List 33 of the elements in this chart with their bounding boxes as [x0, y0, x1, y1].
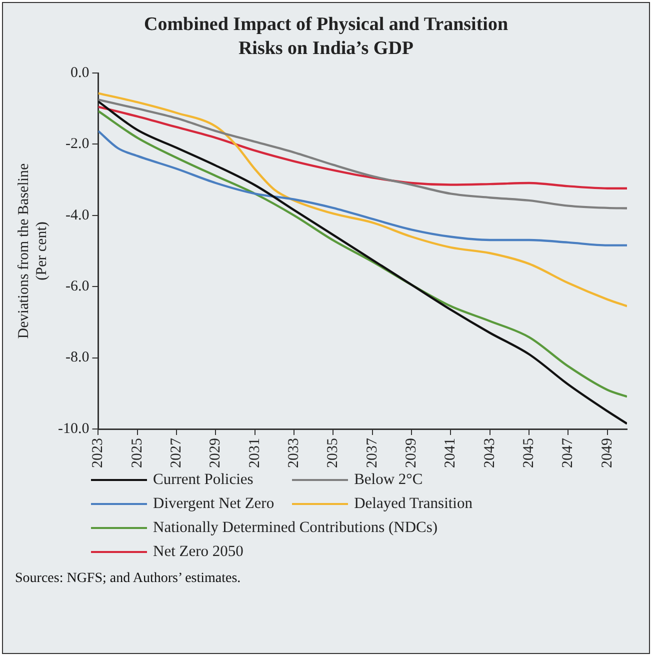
x-tick-label: 2033: [286, 438, 302, 468]
x-tick-label: 2027: [168, 438, 185, 468]
y-tick-label: -10.0: [58, 420, 90, 437]
chart-title: Combined Impact of Physical and Transition Risks on India’s GDP: [142, 13, 510, 61]
y-tick-label: -6.0: [65, 278, 90, 295]
y-tick-label: 0.0: [70, 64, 90, 81]
x-tick-label: 2047: [560, 438, 576, 468]
y-tick-label: -8.0: [65, 350, 90, 366]
line-series: [98, 106, 627, 190]
legend-label: Nationally Determined Contributions (NDCs): [152, 519, 439, 537]
legend-label: Net Zero 2050: [152, 543, 244, 561]
line-series: [98, 98, 627, 210]
x-tick-label: 2035: [325, 438, 342, 468]
y-tick-label: -2.0: [65, 136, 90, 152]
x-tick-label: 2031: [246, 438, 263, 468]
legend-label: Delayed Transition: [353, 495, 472, 513]
x-tick-label: 2039: [404, 438, 420, 468]
x-tick-label: 2023: [90, 438, 106, 468]
x-tick-label: 2045: [521, 438, 538, 468]
y-axis-title: Deviations from the Baseline (Per cent): [16, 162, 50, 339]
x-tick-label: 2037: [364, 438, 380, 468]
x-tick-label: 2041: [442, 438, 459, 468]
y-tick-label: -4.0: [65, 207, 90, 224]
x-tick-label: 2029: [208, 438, 224, 468]
legend-label: Below 2°C: [353, 471, 424, 489]
line-series: [98, 92, 627, 308]
x-tick-label: 2025: [129, 438, 146, 468]
source-note: Sources: NGFS; and Authors’ estimates.: [15, 571, 242, 587]
legend-label: Divergent Net Zero: [152, 495, 274, 513]
x-tick-label: 2043: [482, 438, 498, 468]
line-series: [98, 130, 627, 246]
legend-label: Current Policies: [152, 471, 254, 489]
x-tick-label: 2049: [599, 438, 616, 468]
